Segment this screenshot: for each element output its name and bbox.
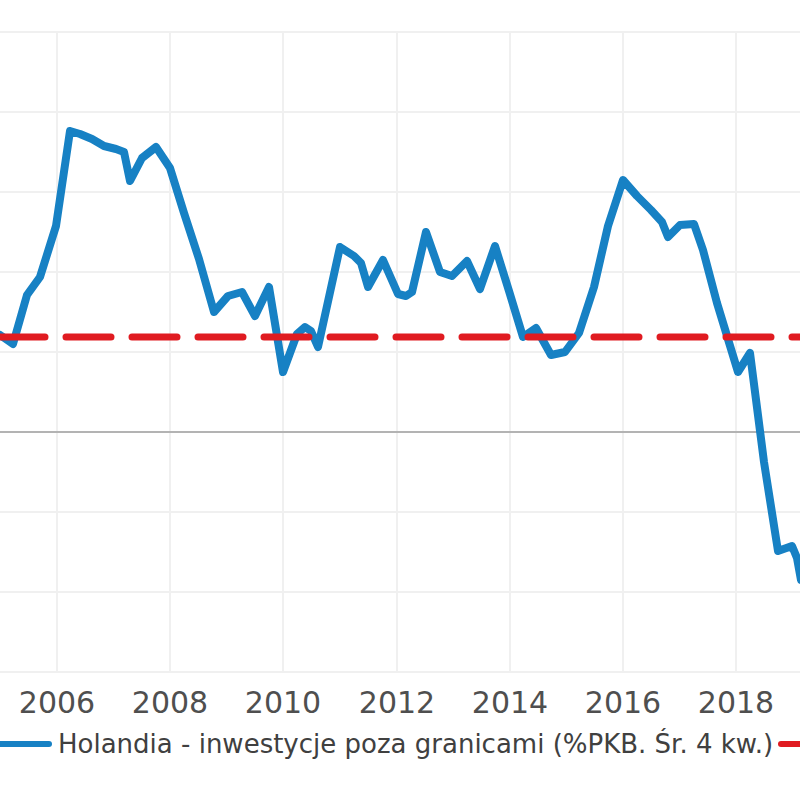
legend-label-holandia: Holandia - inwestycje poza granicami (%P… bbox=[58, 729, 773, 759]
legend: Holandia - inwestycje poza granicami (%P… bbox=[0, 729, 800, 759]
x-tick-label-2016: 2016 bbox=[585, 686, 661, 720]
legend-line-marker-holandia bbox=[0, 741, 52, 747]
gridlines bbox=[0, 32, 800, 672]
x-tick-label-2010: 2010 bbox=[245, 686, 321, 720]
x-tick-label-2014: 2014 bbox=[472, 686, 548, 720]
x-axis: 2006 2008 2010 2012 2014 2016 2018 bbox=[0, 686, 800, 720]
chart-canvas: 2006 2008 2010 2012 2014 2016 2018 Holan… bbox=[0, 0, 800, 800]
legend-line-marker-secondary-cutoff bbox=[778, 741, 800, 747]
line-chart-plot bbox=[0, 0, 800, 800]
x-tick-label-2006: 2006 bbox=[19, 686, 95, 720]
x-tick-label-2012: 2012 bbox=[359, 686, 435, 720]
x-tick-label-2018: 2018 bbox=[698, 686, 774, 720]
x-tick-label-2008: 2008 bbox=[132, 686, 208, 720]
